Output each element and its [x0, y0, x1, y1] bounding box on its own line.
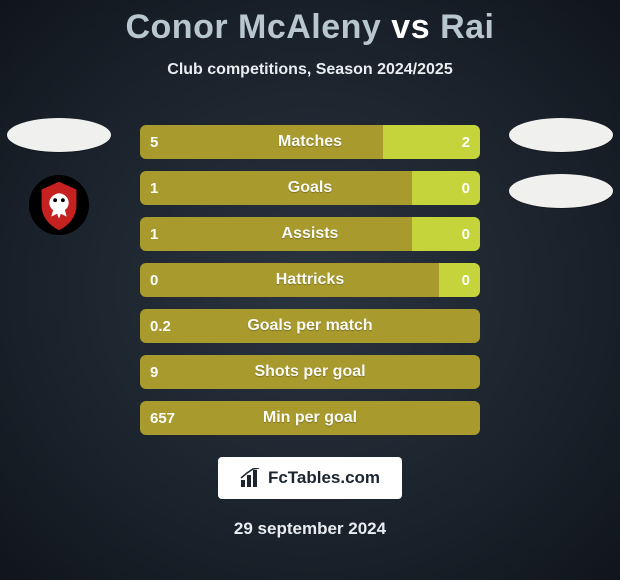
vs-label: vs: [391, 8, 430, 46]
player2-photo-placeholder: [509, 118, 613, 152]
stat-bar-right: 0: [412, 217, 480, 251]
stat-bar-right: 0: [439, 263, 480, 297]
stat-bar-right: 2: [383, 125, 480, 159]
stat-bar-left: 1: [140, 217, 412, 251]
stat-value-left: 9: [140, 364, 168, 381]
player1-name: Conor McAleny: [125, 8, 381, 46]
stat-bar-left: 0: [140, 263, 439, 297]
stat-value-right: 0: [452, 226, 480, 243]
footer-brand[interactable]: FcTables.com: [218, 457, 402, 499]
stat-value-left: 1: [140, 180, 168, 197]
stat-bar-left: 5: [140, 125, 383, 159]
salford-city-badge-icon: [28, 174, 90, 236]
stat-row: 10Goals: [140, 171, 480, 205]
footer-brand-text: FcTables.com: [268, 468, 380, 488]
stat-row: 52Matches: [140, 125, 480, 159]
stat-value-left: 5: [140, 134, 168, 151]
stat-bar-left: 0.2: [140, 309, 480, 343]
stat-value-left: 657: [140, 410, 185, 427]
left-side-column: [4, 118, 114, 236]
stats-bars-container: 52Matches10Goals10Assists00Hattricks0.2G…: [140, 125, 480, 435]
stat-row: 9Shots per goal: [140, 355, 480, 389]
stat-bar-left: 9: [140, 355, 480, 389]
stat-value-right: 0: [452, 272, 480, 289]
stat-row: 10Assists: [140, 217, 480, 251]
stat-row: 0.2Goals per match: [140, 309, 480, 343]
stat-bar-right: 0: [412, 171, 480, 205]
right-side-column: [506, 118, 616, 208]
generation-date: 29 september 2024: [0, 519, 620, 539]
stat-row: 00Hattricks: [140, 263, 480, 297]
comparison-title: Conor McAleny vs Rai: [0, 0, 620, 47]
player1-photo-placeholder: [7, 118, 111, 152]
stat-value-right: 0: [452, 180, 480, 197]
subtitle: Club competitions, Season 2024/2025: [0, 61, 620, 79]
stat-bar-left: 1: [140, 171, 412, 205]
stat-value-left: 0: [140, 272, 168, 289]
player1-club-badge: [28, 174, 90, 236]
stat-row: 657Min per goal: [140, 401, 480, 435]
player2-name: Rai: [440, 8, 494, 46]
player2-club-placeholder: [509, 174, 613, 208]
stat-value-left: 1: [140, 226, 168, 243]
stat-value-left: 0.2: [140, 318, 181, 335]
stats-bars-icon: [240, 468, 262, 488]
stat-value-right: 2: [452, 134, 480, 151]
stat-bar-left: 657: [140, 401, 480, 435]
